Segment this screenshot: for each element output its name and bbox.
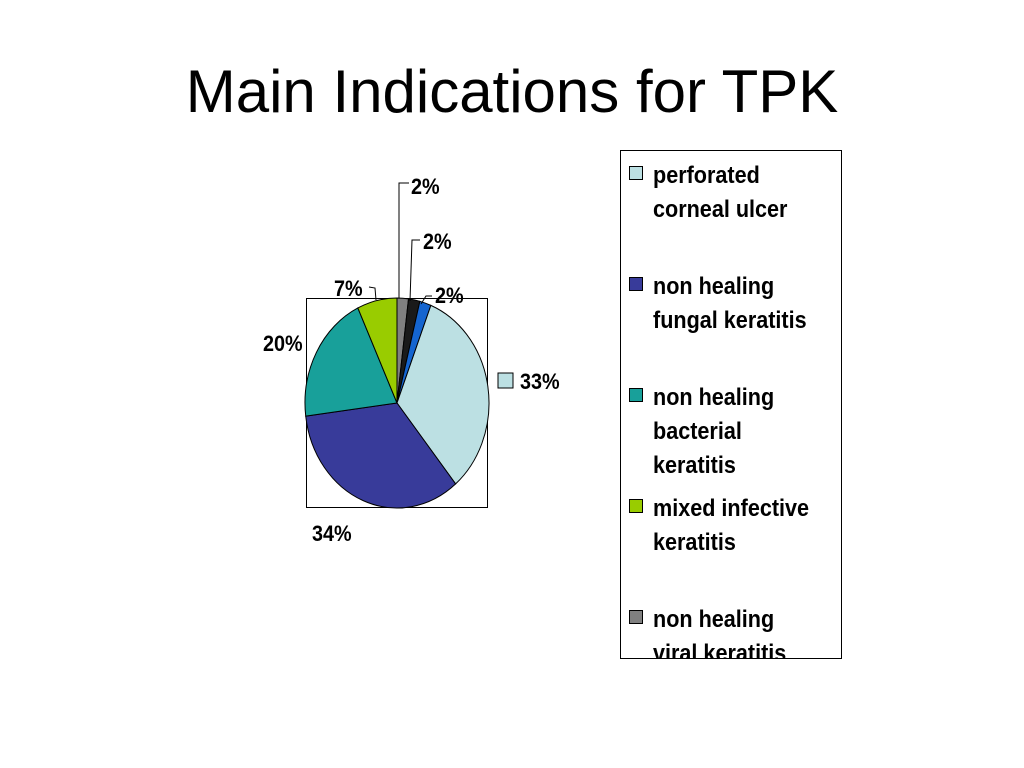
legend-text-bacterial: non healing bacterial keratitis	[653, 384, 775, 479]
legend-text-perforated: perforated corneal ulcer	[653, 162, 788, 223]
legend-text-viral: non healing viral keratitis	[653, 606, 787, 659]
slice-label-mixed: 7%	[334, 276, 363, 301]
pie-slice-perforated	[396, 304, 490, 485]
legend-swatch-perforated	[629, 166, 643, 180]
legend-text-fungal: non healing fungal keratitis	[653, 273, 807, 334]
pie-slice-fungal	[305, 402, 457, 509]
legend-text-mixed: mixed infective keratitis	[653, 495, 810, 556]
leader-line-viral	[398, 182, 409, 298]
leader-line-blue	[420, 295, 432, 305]
leader-line-mixed	[368, 286, 377, 301]
pie-slice-bacterial	[304, 307, 398, 417]
label-key-perforated	[497, 372, 514, 389]
pie-slice-mixed	[357, 297, 398, 404]
chart-legend: perforated corneal ulcer non healing fun…	[620, 150, 842, 659]
leader-line-black	[409, 239, 420, 302]
slice-label-bacterial: 20%	[263, 331, 303, 356]
slide-title: Main Indications for TPK	[185, 58, 839, 125]
slice-label-viral: 2%	[411, 174, 440, 199]
slice-label-perforated: 33%	[520, 369, 560, 394]
legend-swatch-viral	[629, 610, 643, 624]
slice-label-fungal: 34%	[312, 521, 352, 546]
legend-swatch-bacterial	[629, 388, 643, 402]
legend-swatch-mixed	[629, 499, 643, 513]
legend-swatch-fungal	[629, 277, 643, 291]
slice-label-blue: 2%	[435, 283, 464, 308]
slice-label-black: 2%	[423, 229, 452, 254]
